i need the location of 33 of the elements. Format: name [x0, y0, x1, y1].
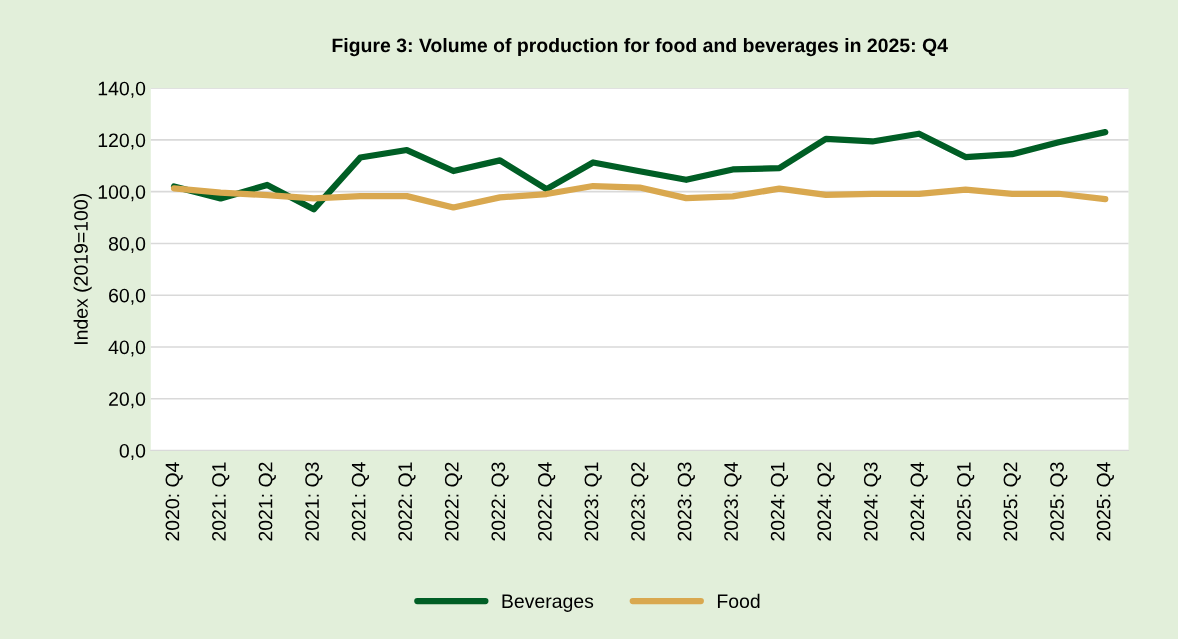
y-tick-label: 80,0	[108, 236, 146, 253]
x-tick-label: 2022: Q4	[537, 462, 556, 541]
x-tick-label: 2024: Q2	[817, 462, 835, 541]
y-axis-title: Index (2019=100)	[73, 194, 92, 345]
x-tick-label: 2025: Q4	[1096, 462, 1114, 541]
y-tick-label: 140,0	[98, 81, 146, 98]
x-tick-label: 2024: Q3	[863, 462, 882, 541]
x-tick-label: 2024: Q4	[910, 462, 928, 541]
x-tick-label: 2020: Q4	[165, 462, 183, 541]
legend-label: Food	[717, 593, 760, 609]
x-tick-label: 2023: Q1	[584, 462, 602, 541]
x-tick-label: 2022: Q3	[491, 462, 509, 541]
y-tick-label: 60,0	[109, 288, 146, 305]
y-tick-label: 100,0	[98, 185, 146, 202]
x-tick-label: 2021: Q4	[351, 462, 369, 541]
x-tick-label: 2023: Q4	[724, 462, 742, 541]
x-tick-label: 2021: Q2	[258, 462, 276, 541]
x-tick-label: 2022: Q1	[398, 462, 416, 541]
x-tick-label: 2021: Q3	[305, 462, 323, 541]
x-tick-label: 2021: Q1	[212, 462, 230, 541]
y-tick-label: 20,0	[109, 392, 146, 409]
y-tick-label: 0,0	[119, 443, 146, 461]
y-tick-label: 120,0	[98, 133, 146, 150]
y-tick-label: 40,0	[108, 340, 146, 357]
x-tick-label: 2022: Q2	[444, 462, 463, 541]
x-tick-label: 2024: Q1	[770, 462, 789, 541]
x-tick-label: 2025: Q1	[957, 462, 975, 541]
legend-label: Beverages	[502, 594, 594, 612]
x-tick-label: 2023: Q3	[677, 462, 695, 541]
x-tick-label: 2025: Q2	[1003, 462, 1021, 541]
x-tick-label: 2025: Q3	[1050, 462, 1068, 541]
chart-title: Figure 3: Volume of production for food and beverages in 2025: Q4	[332, 37, 948, 57]
x-tick-label: 2023: Q2	[631, 462, 649, 541]
